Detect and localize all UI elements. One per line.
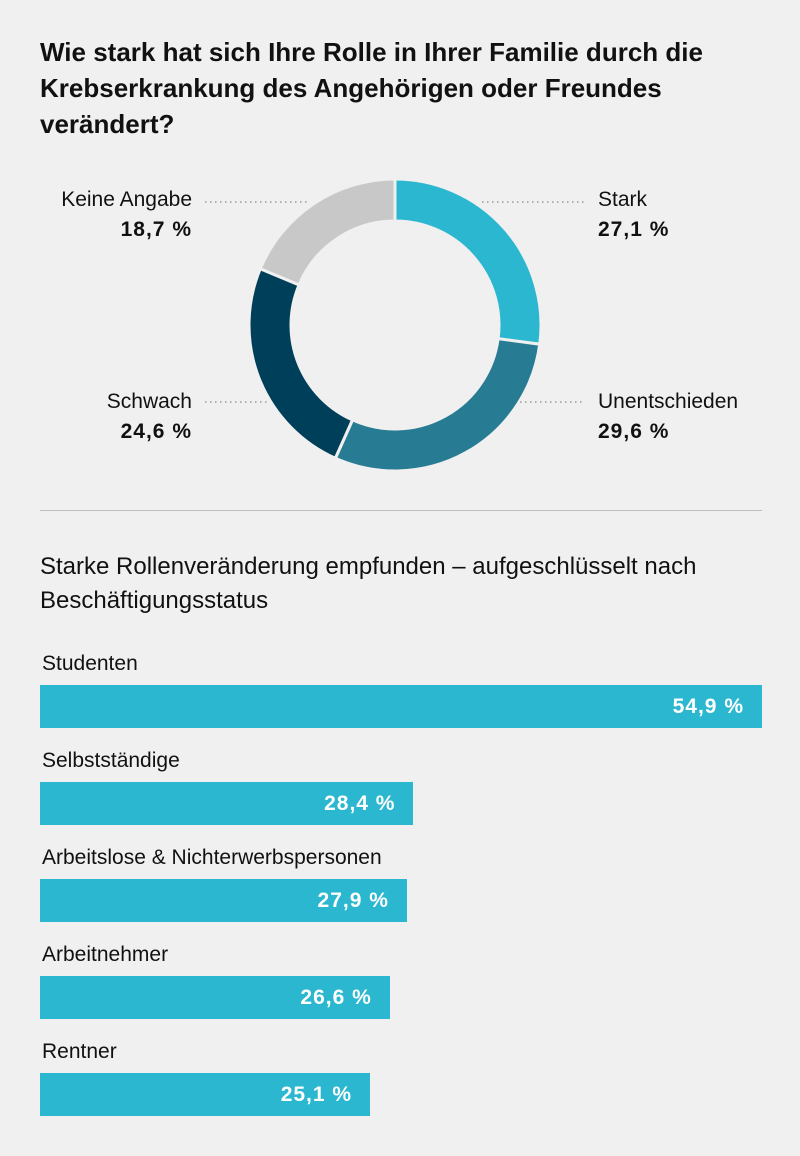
bar-value-label: 28,4 % <box>324 792 396 815</box>
slice-keine-angabe <box>258 177 397 287</box>
bar-category-label: Arbeitnehmer <box>42 943 169 966</box>
bar-chart-title: Starke Rollenveränderung empfunden – auf… <box>40 553 697 614</box>
bar-category-label: Arbeitslose & Nichterwerbspersonen <box>42 846 382 869</box>
pie-label-name: Unentschieden <box>598 390 739 413</box>
bar-row: Rentner 25,1 % <box>40 1038 762 1135</box>
slice-schwach <box>247 266 355 461</box>
bar-chart: Studenten 54,9 % Selbstständige 28,4 % A… <box>40 650 762 1135</box>
bar-studenten: 54,9 % <box>40 685 762 728</box>
pie-label-unentschieden: Unentschieden 29,6 % <box>598 387 738 447</box>
bar-category-label: Rentner <box>42 1040 117 1063</box>
bar-arbeitnehmer: 26,6 % <box>40 976 390 1019</box>
pie-label-name: Keine Angabe <box>61 188 192 211</box>
pie-label-stark: Stark 27,1 % <box>598 185 669 245</box>
bar-value-label: 27,9 % <box>317 889 389 912</box>
chart-title: Wie stark hat sich Ihre Rolle in Ihrer F… <box>40 37 703 139</box>
pie-label-value: 24,6 % <box>120 420 192 443</box>
bar-row: Studenten 54,9 % <box>40 650 762 747</box>
pie-label-name: Stark <box>598 188 648 211</box>
bar-rentner: 25,1 % <box>40 1073 371 1116</box>
slice-unentschieden <box>333 336 542 473</box>
donut-chart: Stark 27,1 % Unentschieden 29,6 % Schwac… <box>0 160 800 490</box>
slice-stark <box>393 177 543 346</box>
pie-label-keine-angabe: Keine Angabe 18,7 % <box>61 185 192 245</box>
bar-arbeitslose: 27,9 % <box>40 879 407 922</box>
bar-row: Arbeitnehmer 26,6 % <box>40 941 762 1038</box>
pie-label-schwach: Schwach 24,6 % <box>107 387 192 447</box>
bar-category-label: Studenten <box>42 652 138 675</box>
bar-value-label: 26,6 % <box>300 986 372 1009</box>
bar-value-label: 25,1 % <box>280 1083 353 1106</box>
pie-label-value: 18,7 % <box>120 218 192 241</box>
pie-label-value: 27,1 % <box>598 218 670 241</box>
donut-svg <box>205 177 585 473</box>
pie-label-value: 29,6 % <box>598 420 670 443</box>
section-divider <box>40 510 762 511</box>
pie-label-name: Schwach <box>106 390 192 413</box>
bar-category-label: Selbstständige <box>42 749 180 772</box>
bar-value-label: 54,9 % <box>672 695 744 718</box>
bar-row: Arbeitslose & Nichterwerbspersonen 27,9 … <box>40 844 762 941</box>
bar-selbststaendige: 28,4 % <box>40 782 414 825</box>
bar-row: Selbstständige 28,4 % <box>40 747 762 844</box>
